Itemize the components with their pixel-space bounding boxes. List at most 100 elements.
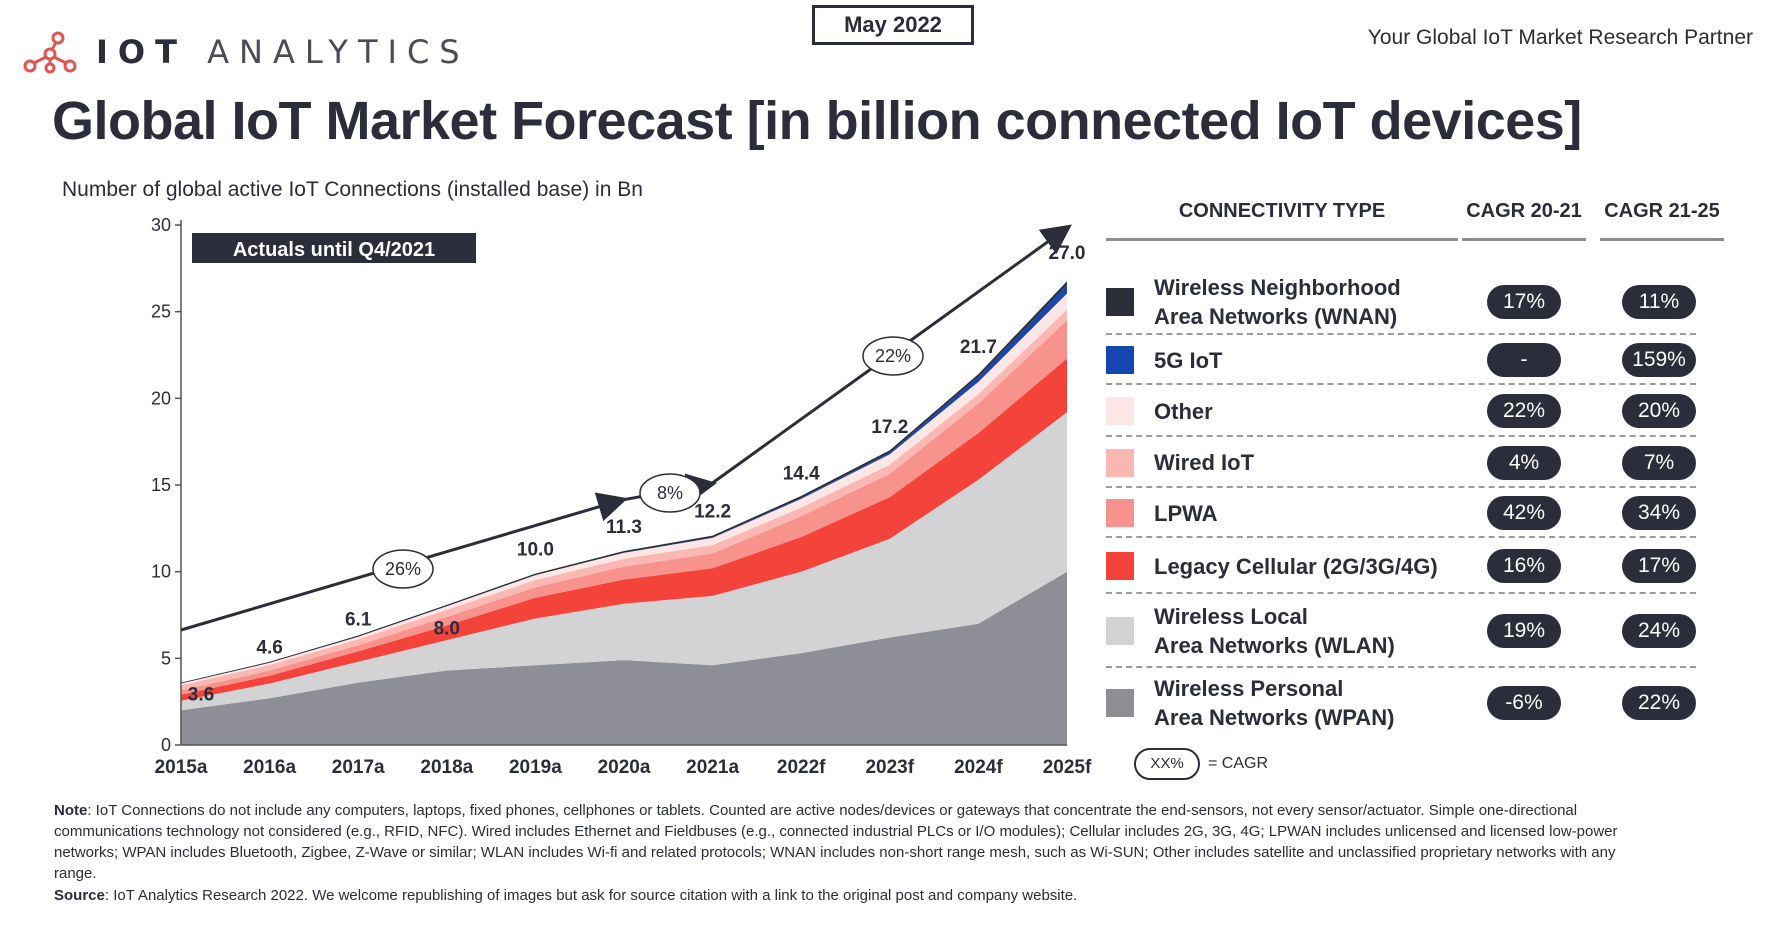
- footnote-note: Note: IoT Connections do not include any…: [54, 800, 1634, 884]
- table-header-type: CONNECTIVITY TYPE: [1178, 200, 1386, 222]
- x-tick-label: 2016a: [243, 757, 296, 778]
- cagr-pill-cagr1: -6%: [1487, 686, 1561, 720]
- total-data-label: 6.1: [345, 609, 372, 630]
- area-wireless-personal-area-networks-wpan: [181, 571, 1067, 745]
- legend-row: Wireless Personal Area Networks (WPAN) -6…: [1106, 668, 1696, 738]
- network-nodes-icon: [23, 31, 77, 74]
- cagr-pill-cagr1: 22%: [1487, 394, 1561, 428]
- stacked-area-chart: 0 5 10 15 20 25 30 2015a 2016a 2017a 2018a 2019a 202…: [151, 215, 1092, 778]
- legend-label: Wireless Neighborhood Area Networks (WNA…: [1154, 274, 1401, 329]
- legend-label: LPWA: [1154, 500, 1218, 526]
- cagr-pill-cagr2: 20%: [1622, 394, 1696, 428]
- cagr-pill-cagr2: 34%: [1622, 496, 1696, 530]
- cagr-pill-cagr2: 7%: [1622, 445, 1696, 480]
- legend-row: Other 22% 20%: [1106, 385, 1696, 437]
- legend-row: Wireless Local Area Networks (WLAN) 19% 24…: [1106, 594, 1696, 668]
- total-data-label: 3.6: [188, 685, 214, 706]
- legend-row: LPWA 42% 34%: [1106, 488, 1696, 538]
- cagr-pill-cagr2: 11%: [1622, 284, 1696, 319]
- cagr-key-text: = CAGR: [1208, 755, 1269, 772]
- x-tick-label: 2023f: [865, 757, 914, 778]
- cagr-pill-cagr1: 42%: [1487, 496, 1561, 530]
- total-data-label: 17.2: [871, 417, 908, 438]
- table-header-cagr2: CAGR 21-25: [1604, 200, 1720, 222]
- total-data-label: 11.3: [606, 517, 642, 538]
- x-tick-label: 2020a: [598, 757, 651, 778]
- total-data-label: 27.0: [1049, 243, 1086, 264]
- legend-row: Wired IoT 4% 7%: [1106, 437, 1696, 488]
- cagr-pill-cagr1: 16%: [1487, 549, 1561, 583]
- legend-swatch: [1106, 617, 1134, 645]
- x-tick-label: 2022f: [777, 757, 826, 778]
- x-tick-label: 2021a: [686, 757, 739, 778]
- logo-light: ANALYTICS: [207, 33, 470, 71]
- cagr-key-sample: XX%: [1134, 748, 1200, 780]
- table-header-divider: [1106, 238, 1458, 241]
- note-text: : IoT Connections do not include any com…: [54, 802, 1618, 882]
- x-tick-label: 2017a: [332, 757, 385, 778]
- table-header-divider: [1600, 238, 1724, 241]
- legend-label: Wireless Local Area Networks (WLAN): [1154, 604, 1395, 658]
- cagr-pill-cagr1: 4%: [1487, 445, 1561, 480]
- legend-swatch: [1106, 552, 1134, 580]
- legend-label: Other: [1154, 398, 1213, 424]
- page-title: Global IoT Market Forecast [in billion c…: [52, 91, 1582, 151]
- brand-logo: IOT ANALYTICS: [22, 24, 492, 80]
- area-legacy-cellular-2g-3g-4g: [181, 358, 1067, 701]
- legend-label: Legacy Cellular (2G/3G/4G): [1154, 553, 1438, 579]
- legend-label: 5G IoT: [1154, 347, 1223, 373]
- cagr-pill-cagr2: 159%: [1622, 343, 1696, 377]
- legend-swatch: [1106, 346, 1134, 374]
- note-label: Note: [54, 802, 88, 819]
- cagr-oval: [639, 473, 701, 513]
- x-tick-label: 2024f: [954, 757, 1003, 778]
- footnote-source: Source: IoT Analytics Research 2022. We …: [54, 887, 1077, 904]
- cagr-oval-label: 22%: [875, 346, 911, 366]
- source-text: : IoT Analytics Research 2022. We welcom…: [104, 887, 1078, 904]
- legend-swatch: [1106, 499, 1134, 527]
- cagr-oval: [372, 549, 434, 589]
- total-data-label: 8.0: [434, 618, 460, 639]
- cagr-oval-label: 8%: [657, 483, 683, 503]
- total-data-label: 10.0: [517, 540, 554, 561]
- total-data-label: 21.7: [960, 337, 997, 358]
- legend-label: Wired IoT: [1154, 450, 1255, 475]
- actuals-banner-label: Actuals until Q4/2021: [233, 239, 435, 261]
- cagr-pill-cagr1: 19%: [1487, 614, 1561, 648]
- legend-swatch: [1106, 397, 1134, 425]
- legend-swatch: [1106, 448, 1134, 477]
- y-tick-label: 5: [161, 648, 171, 668]
- chart-subtitle: Number of global active IoT Connections …: [62, 178, 643, 201]
- legend-label: Wireless Personal Area Networks (WPAN): [1154, 676, 1395, 730]
- y-tick-label: 30: [151, 215, 171, 235]
- cagr-pill-cagr2: 22%: [1622, 686, 1696, 720]
- x-tick-label: 2019a: [509, 757, 562, 778]
- x-tick-label: 2015a: [155, 757, 208, 778]
- x-tick-label: 2018a: [420, 757, 473, 778]
- total-data-label: 14.4: [783, 463, 820, 484]
- cagr-pill-cagr2: 17%: [1622, 549, 1696, 583]
- logo-bold: IOT: [96, 33, 187, 71]
- y-tick-label: 15: [151, 475, 171, 495]
- cagr-oval-label: 26%: [385, 559, 421, 579]
- table-header-divider: [1462, 238, 1586, 241]
- cagr-oval: [862, 336, 924, 376]
- table-header-cagr1: CAGR 20-21: [1466, 200, 1582, 222]
- y-tick-label: 25: [151, 302, 171, 322]
- y-tick-label: 20: [151, 388, 171, 408]
- total-data-label: 12.2: [694, 502, 731, 523]
- cagr-pill-cagr1: -: [1487, 343, 1561, 377]
- y-tick-label: 0: [161, 735, 171, 755]
- legend-swatch: [1106, 689, 1134, 717]
- legend-row: Wireless Neighborhood Area Networks (WNA…: [1106, 268, 1696, 335]
- tagline: Your Global IoT Market Research Partner: [1367, 26, 1753, 49]
- cagr-pill-cagr2: 24%: [1622, 614, 1696, 648]
- source-label: Source: [54, 887, 105, 904]
- cagr-pill-cagr1: 17%: [1487, 284, 1561, 319]
- date-badge: May 2022: [812, 5, 974, 45]
- legend-row: Legacy Cellular (2G/3G/4G) 16% 17%: [1106, 538, 1696, 594]
- legend-row: 5G IoT - 159%: [1106, 335, 1696, 385]
- y-tick-label: 10: [151, 562, 171, 582]
- logo-wordmark: IOT ANALYTICS: [96, 33, 470, 71]
- x-tick-label: 2025f: [1043, 757, 1092, 778]
